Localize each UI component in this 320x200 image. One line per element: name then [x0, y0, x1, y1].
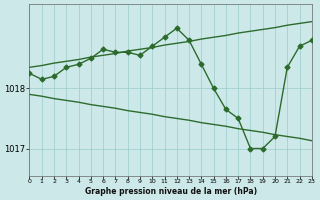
X-axis label: Graphe pression niveau de la mer (hPa): Graphe pression niveau de la mer (hPa) [84, 187, 257, 196]
